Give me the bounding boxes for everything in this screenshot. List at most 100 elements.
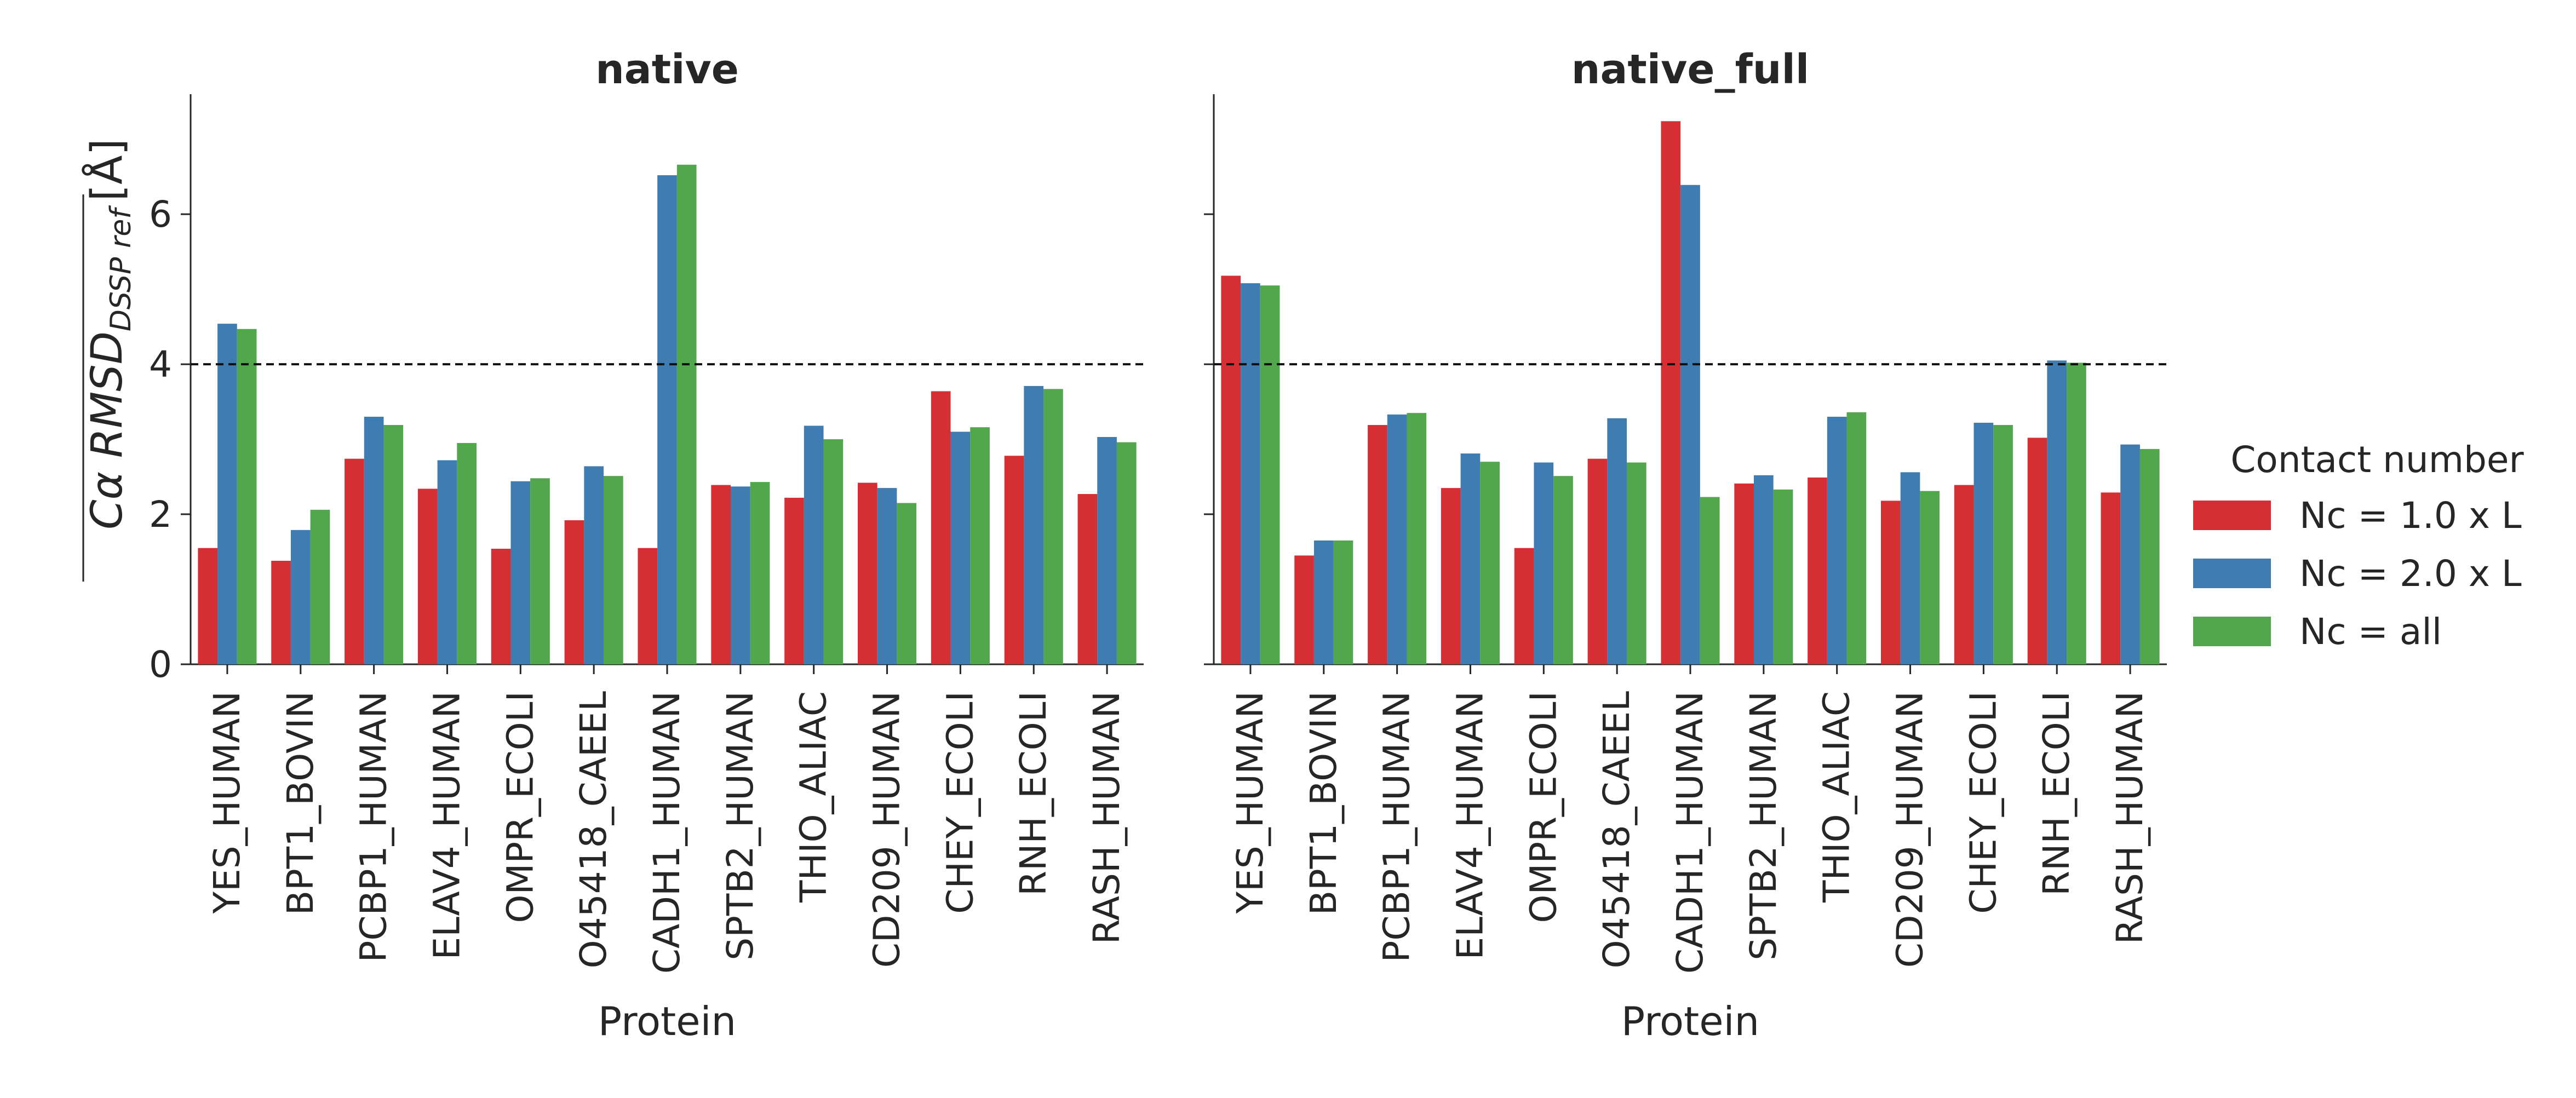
panel-native: native 0 2 4 6 YES_HUMAN BPT1_BOVIN PCBP1_HUMAN… xyxy=(149,46,1144,1044)
bar-RNH_ECOLI-3 xyxy=(2067,363,2086,664)
bar-OMPR_ECOLI-2 xyxy=(1534,462,1554,664)
bar-ELAV4_HUMAN-1 xyxy=(417,488,438,664)
bar-RASH_HUMAN-2 xyxy=(2120,444,2140,664)
bar-O45418_CAEEL-3 xyxy=(1627,462,1646,664)
x-tick-label: YES_HUMAN xyxy=(206,691,248,914)
y-axis-label-subscript: DSSP ref xyxy=(105,205,137,331)
bar-CADH1_HUMAN-1 xyxy=(1661,121,1681,664)
bar-CADH1_HUMAN-3 xyxy=(676,164,697,664)
bar-PCBP1_HUMAN-3 xyxy=(1407,413,1427,664)
bar-PCBP1_HUMAN-1 xyxy=(345,458,364,664)
x-tick-label: PCBP1_HUMAN xyxy=(1376,691,1418,962)
bar-ELAV4_HUMAN-3 xyxy=(1480,462,1500,664)
bar-OMPR_ECOLI-1 xyxy=(1514,548,1534,664)
bar-THIO_ALIAC-3 xyxy=(1846,412,1867,664)
bar-YES_HUMAN-1 xyxy=(198,548,218,664)
x-tick-label: BPT1_BOVIN xyxy=(1303,691,1345,915)
bar-CD209_HUMAN-2 xyxy=(877,488,897,664)
x-tick-label: CADH1_HUMAN xyxy=(646,691,688,974)
bar-CADH1_HUMAN-2 xyxy=(657,175,677,664)
x-tick-label: RNH_ECOLI xyxy=(1012,691,1054,896)
panel-native_full: native_full YES_HUMAN BPT1_BOVIN PCBP1_HUMA… xyxy=(1204,46,2167,1044)
bar-RASH_HUMAN-2 xyxy=(1097,436,1117,664)
bar-RASH_HUMAN-1 xyxy=(1077,494,1098,664)
bar-ELAV4_HUMAN-2 xyxy=(1460,453,1481,664)
x-tick-label: RASH_HUMAN xyxy=(2109,691,2151,944)
y-axis-label: Cα RMSDDSSP ref [Å] xyxy=(82,139,137,530)
x-tick-label: THIO_ALIAC xyxy=(1816,691,1858,903)
bar-THIO_ALIAC-2 xyxy=(804,426,824,664)
x-tick-label: RNH_ECOLI xyxy=(2035,691,2078,896)
bar-CHEY_ECOLI-3 xyxy=(970,427,990,664)
y-tick-label: 0 xyxy=(149,643,172,686)
y-axis-label-unit: [Å] xyxy=(82,139,132,201)
x-tick-label: O45418_CAEEL xyxy=(1596,691,1638,969)
bar-PCBP1_HUMAN-2 xyxy=(1387,414,1407,664)
bar-RNH_ECOLI-1 xyxy=(2027,438,2047,664)
legend-title: Contact number xyxy=(2230,439,2524,481)
x-tick-label: CD209_HUMAN xyxy=(866,691,908,968)
bar-SPTB2_HUMAN-2 xyxy=(731,486,750,664)
panel-title: native xyxy=(595,46,739,93)
bar-CD209_HUMAN-3 xyxy=(897,503,917,664)
y-tick-label: 4 xyxy=(149,343,172,386)
bar-THIO_ALIAC-2 xyxy=(1827,416,1847,664)
y-tick-label: 6 xyxy=(149,193,172,235)
bar-OMPR_ECOLI-3 xyxy=(530,478,550,664)
bar-CHEY_ECOLI-1 xyxy=(931,391,951,664)
bar-BPT1_BOVIN-2 xyxy=(290,530,311,664)
bar-CD209_HUMAN-1 xyxy=(858,482,877,664)
x-tick-label: YES_HUMAN xyxy=(1229,691,1271,914)
x-tick-label: ELAV4_HUMAN xyxy=(426,691,468,959)
bar-OMPR_ECOLI-3 xyxy=(1553,476,1573,664)
bar-RASH_HUMAN-1 xyxy=(2101,492,2121,664)
x-tick-label: BPT1_BOVIN xyxy=(279,691,322,915)
bar-OMPR_ECOLI-1 xyxy=(491,549,511,664)
bar-THIO_ALIAC-3 xyxy=(823,439,844,664)
bar-YES_HUMAN-1 xyxy=(1221,275,1241,664)
bar-ELAV4_HUMAN-1 xyxy=(1441,488,1461,664)
x-tick-label: OMPR_ECOLI xyxy=(499,691,541,923)
bar-RNH_ECOLI-2 xyxy=(2047,360,2067,664)
bar-YES_HUMAN-3 xyxy=(1260,285,1280,664)
bar-O45418_CAEEL-2 xyxy=(584,466,604,664)
bar-SPTB2_HUMAN-1 xyxy=(711,485,731,664)
bar-ELAV4_HUMAN-3 xyxy=(457,442,477,664)
x-tick-label: CADH1_HUMAN xyxy=(1669,691,1711,974)
bar-CADH1_HUMAN-3 xyxy=(1700,497,1720,664)
x-tick-label: SPTB2_HUMAN xyxy=(1742,691,1785,961)
panel-title: native_full xyxy=(1571,46,1809,93)
y-tick-label: 2 xyxy=(149,493,172,536)
bar-BPT1_BOVIN-3 xyxy=(310,509,330,664)
legend-entry-label: Nc = 1.0 x L xyxy=(2299,495,2522,537)
bar-O45418_CAEEL-2 xyxy=(1607,418,1627,664)
bar-YES_HUMAN-2 xyxy=(1241,283,1260,664)
bar-CD209_HUMAN-2 xyxy=(1900,472,1920,664)
bar-PCBP1_HUMAN-1 xyxy=(1368,425,1387,664)
bar-BPT1_BOVIN-1 xyxy=(271,560,291,664)
bar-RASH_HUMAN-3 xyxy=(2139,449,2160,664)
x-tick-label: ELAV4_HUMAN xyxy=(1449,691,1491,959)
bar-BPT1_BOVIN-3 xyxy=(1333,540,1353,664)
bar-O45418_CAEEL-1 xyxy=(1587,458,1608,664)
bar-RNH_ECOLI-1 xyxy=(1004,456,1024,664)
bar-BPT1_BOVIN-1 xyxy=(1294,555,1314,664)
legend-entry-label: Nc = 2.0 x L xyxy=(2299,553,2522,595)
bar-O45418_CAEEL-1 xyxy=(564,520,584,664)
y-axis-label-main: Cα RMSD xyxy=(83,331,132,530)
bar-CD209_HUMAN-1 xyxy=(1881,501,1901,664)
bar-SPTB2_HUMAN-3 xyxy=(1773,489,1793,664)
bar-O45418_CAEEL-3 xyxy=(604,476,623,664)
bar-BPT1_BOVIN-2 xyxy=(1313,540,1334,664)
bar-YES_HUMAN-3 xyxy=(237,329,257,664)
bar-RNH_ECOLI-3 xyxy=(1043,389,1063,664)
x-tick-label: CHEY_ECOLI xyxy=(1962,691,2004,914)
bar-RNH_ECOLI-2 xyxy=(1024,386,1044,664)
legend: Contact number Nc = 1.0 x L Nc = 2.0 x L N… xyxy=(2193,439,2525,653)
legend-swatch xyxy=(2193,617,2271,646)
bar-CD209_HUMAN-3 xyxy=(1920,491,1940,664)
bar-CHEY_ECOLI-2 xyxy=(950,432,971,664)
x-tick-label: RASH_HUMAN xyxy=(1086,691,1128,944)
x-tick-label: CHEY_ECOLI xyxy=(939,691,981,914)
